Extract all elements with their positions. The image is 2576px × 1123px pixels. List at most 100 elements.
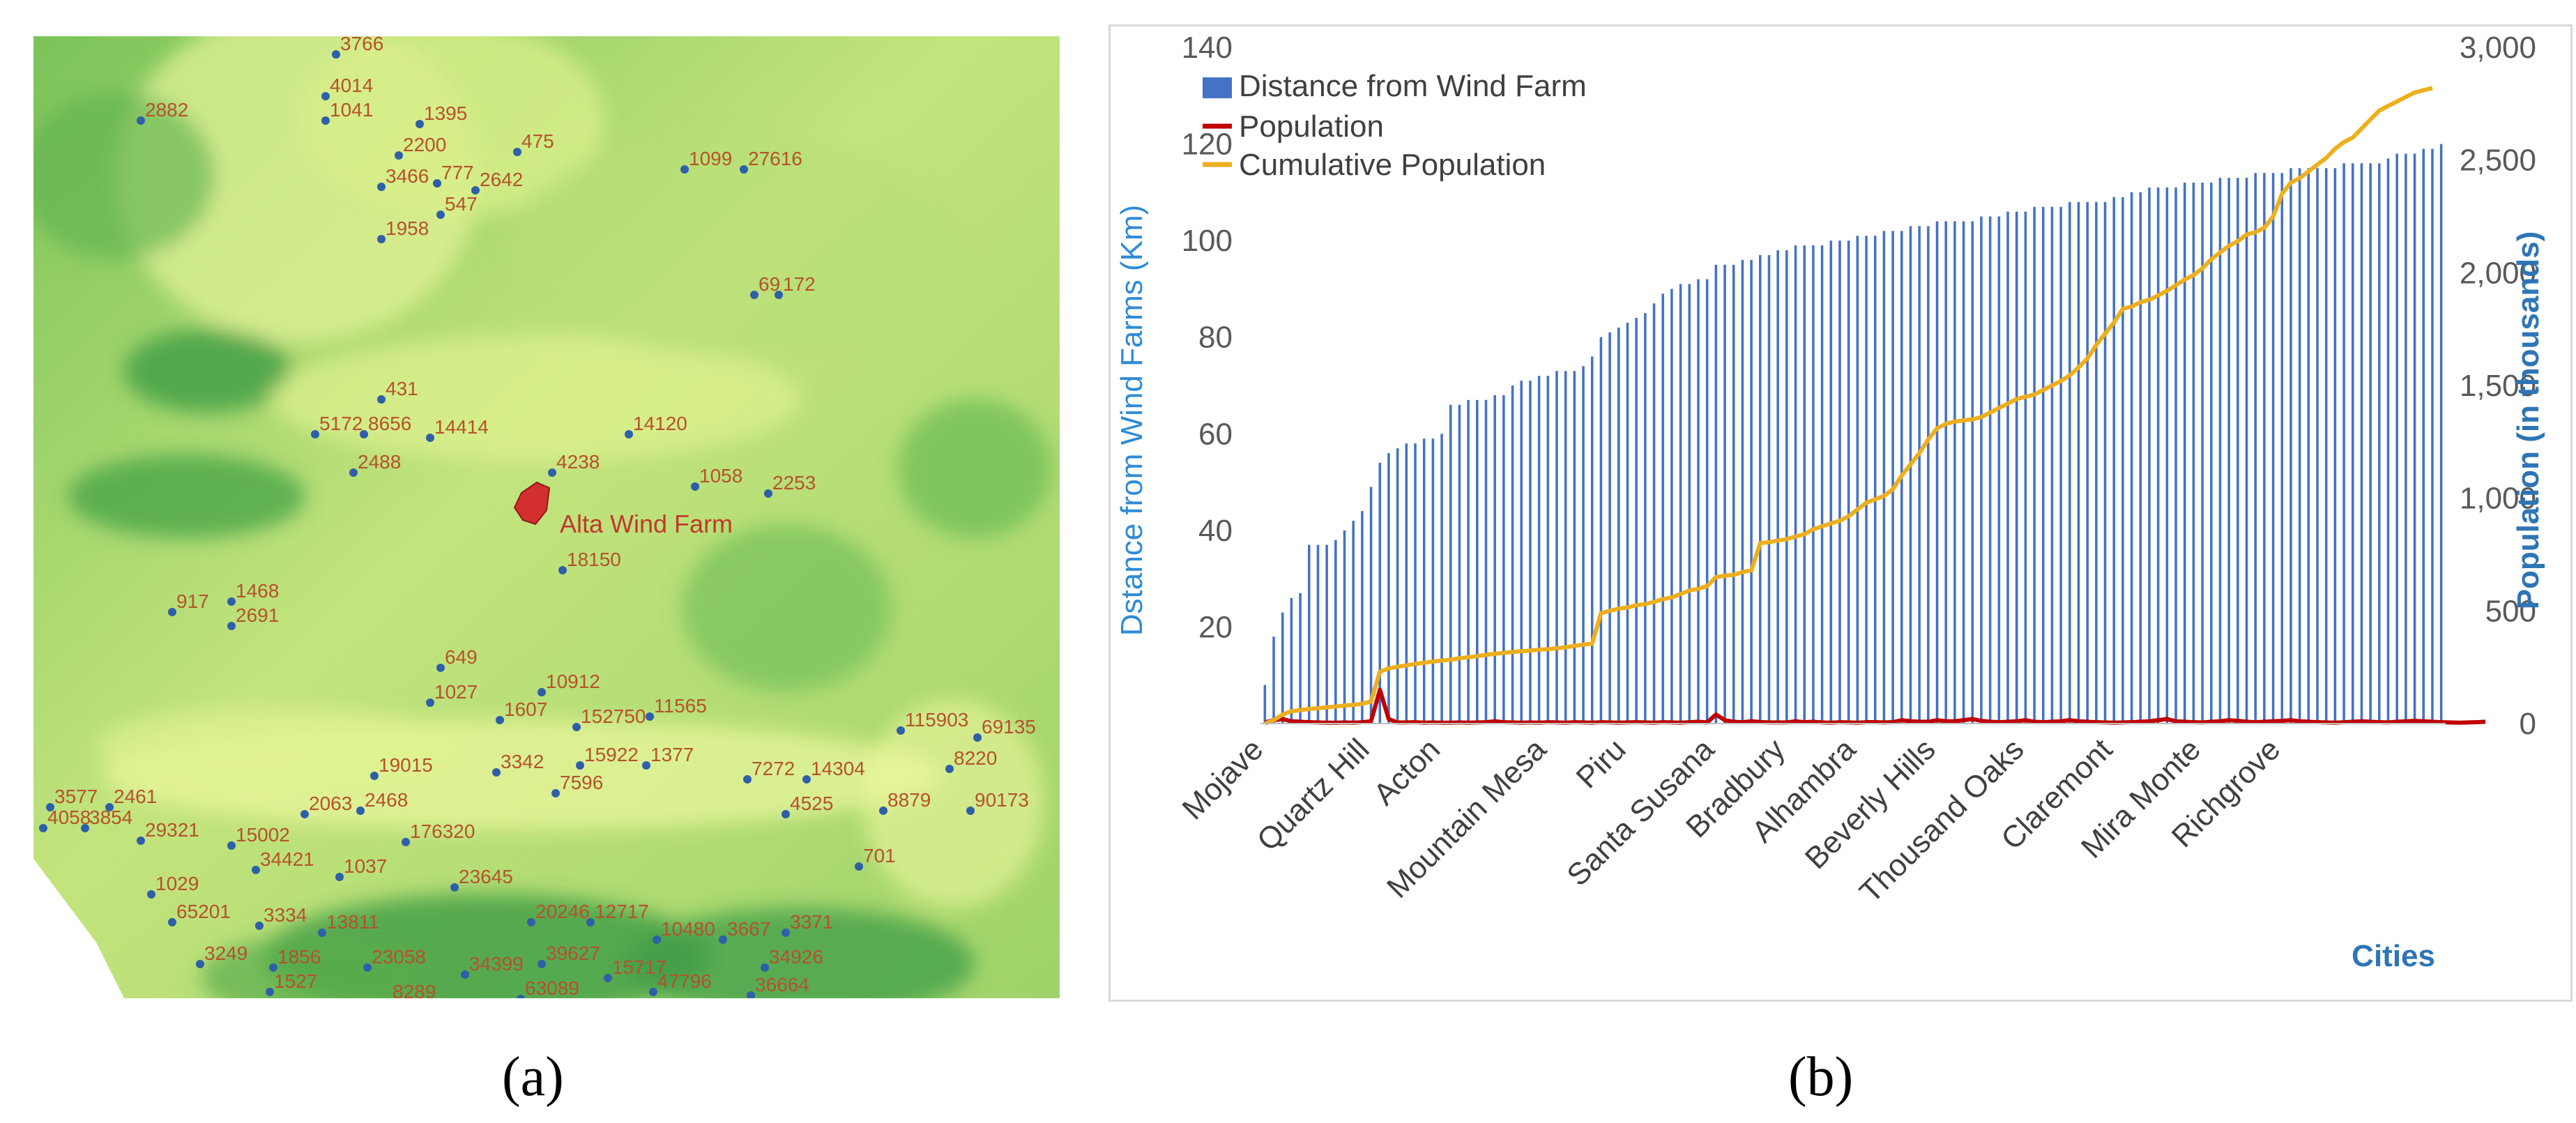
distance-bar — [2245, 178, 2248, 724]
city-dot — [897, 726, 905, 735]
city-dot — [646, 712, 654, 721]
y-axis-title: Dstance from Wind Farms (Km) — [1115, 205, 1149, 636]
distance-bar — [2333, 168, 2337, 724]
distance-bar — [1873, 236, 1877, 724]
city-label: 14120 — [633, 413, 687, 434]
distance-bar — [1449, 404, 1452, 724]
city-dot — [782, 929, 790, 937]
map-edge-mask — [33, 859, 124, 998]
distance-bar — [2422, 148, 2425, 724]
city-label: 69135 — [982, 716, 1036, 738]
city-dot — [538, 960, 546, 968]
city-label: 3577 — [54, 786, 98, 807]
y-tick-label: 60 — [1198, 417, 1233, 451]
caption-b: (b) — [1788, 1046, 1854, 1108]
distance-bar — [1387, 453, 1390, 724]
city-dot — [586, 918, 595, 926]
city-dot — [604, 974, 612, 982]
distance-bar — [1272, 636, 1275, 724]
distance-bar — [1281, 612, 1284, 724]
city-dot — [426, 698, 434, 707]
y-tick-label: 20 — [1198, 610, 1233, 644]
city-label: 1856 — [277, 946, 321, 968]
city-labels: 2882 3766 4014 1041 1395 2200 475 3466 777 264254… — [39, 36, 1036, 998]
distance-bar — [1679, 284, 1682, 724]
city-label: 23058 — [372, 946, 426, 968]
legend-swatch-distance — [1203, 77, 1232, 98]
city-label: 7272 — [752, 758, 795, 779]
city-label: 29321 — [145, 819, 199, 841]
city-dot — [747, 991, 755, 998]
distance-bar — [2165, 187, 2169, 724]
distance-bar — [1396, 448, 1399, 724]
distance-bar — [2156, 187, 2160, 724]
distance-bar — [2183, 183, 2186, 724]
distance-bar — [1299, 593, 1302, 724]
city-dot — [879, 807, 887, 815]
distance-bar — [1263, 685, 1267, 724]
distance-bar — [2413, 153, 2416, 724]
city-dot — [227, 622, 236, 630]
city-label: 39627 — [546, 942, 600, 964]
city-dot — [945, 765, 954, 773]
city-dot — [680, 165, 689, 174]
city-dot — [363, 963, 372, 972]
legend-label-population: Population — [1239, 109, 1384, 144]
city-dot — [360, 430, 368, 438]
distance-bar — [1361, 511, 1364, 724]
city-label: 176320 — [410, 820, 475, 842]
distance-bar — [2015, 211, 2018, 724]
city-label: 8656 — [368, 413, 411, 434]
city-label: 701 — [863, 845, 896, 866]
city-dot — [416, 120, 424, 128]
city-label: 777 — [441, 162, 474, 183]
city-dot — [46, 803, 54, 811]
distance-bar — [1767, 254, 1771, 724]
y2-tick-label: 500 — [2485, 594, 2536, 628]
distance-bar — [1422, 438, 1426, 724]
distance-bar — [2280, 173, 2284, 724]
distance-bar — [1573, 371, 1576, 724]
map-panel: Alta Wind Farm 2882 3766 4014 1041 1395 2200 4… — [33, 36, 1060, 998]
city-label: 2691 — [236, 604, 279, 626]
distance-bar — [1705, 279, 1709, 724]
city-dot — [740, 165, 748, 174]
distance-bar — [1431, 438, 1435, 724]
distance-bar — [1493, 395, 1496, 724]
city-label: 3249 — [204, 942, 247, 964]
city-dot — [743, 775, 752, 784]
city-label: 172 — [783, 273, 816, 295]
city-dot — [269, 963, 277, 972]
distance-bar — [1785, 250, 1788, 724]
city-dot — [517, 995, 525, 998]
distance-bar — [1847, 240, 1850, 724]
city-dot — [266, 988, 274, 996]
city-label: 47796 — [657, 970, 712, 992]
distance-bar — [1520, 381, 1523, 724]
distance-bars — [1263, 144, 2443, 724]
city-dot — [321, 92, 330, 100]
distance-bar — [2227, 178, 2230, 724]
city-dot — [402, 838, 410, 846]
legend-label-cumulative: Cumulative Population — [1239, 148, 1546, 182]
distance-bar — [1759, 254, 1762, 724]
distance-bar — [1582, 366, 1585, 724]
distance-bar — [1953, 221, 1956, 724]
city-dot — [558, 566, 567, 574]
city-label: 3854 — [89, 807, 132, 828]
distance-bar — [2289, 168, 2292, 724]
city-dot — [572, 723, 581, 731]
y2-tick-label: 2,500 — [2460, 144, 2536, 178]
city-dot — [761, 963, 769, 972]
distance-bar — [2369, 163, 2372, 724]
city-label: 1058 — [699, 465, 742, 487]
distance-bar — [2121, 197, 2124, 724]
distance-bar — [1732, 264, 1735, 724]
distance-bar — [1829, 240, 1833, 724]
city-label: 20246 — [535, 901, 590, 922]
distance-bar — [2342, 163, 2345, 724]
distance-bar — [2148, 187, 2151, 724]
distance-bar — [1909, 226, 1912, 724]
y-tick-label: 40 — [1198, 514, 1233, 548]
terrain-map: Alta Wind Farm 2882 3766 4014 1041 1395 2200 4… — [33, 36, 1060, 998]
